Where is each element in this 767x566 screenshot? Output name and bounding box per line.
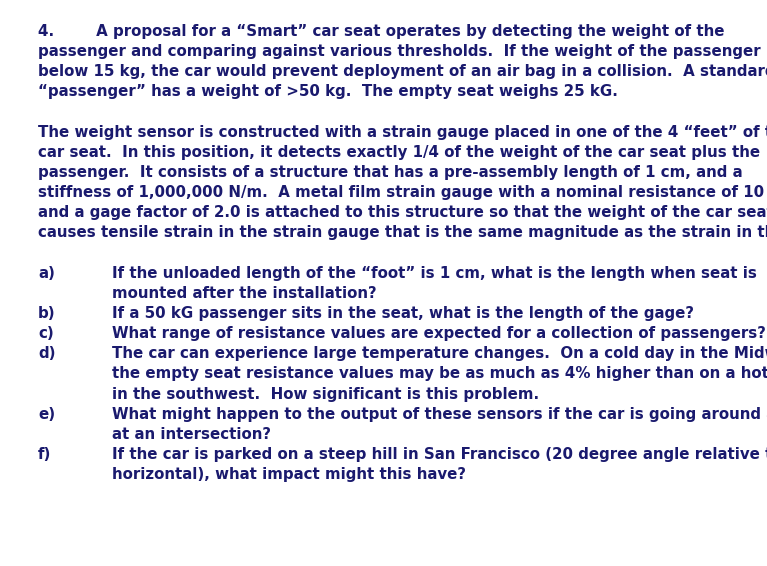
Text: below 15 kg, the car would prevent deployment of an air bag in a collision.  A s: below 15 kg, the car would prevent deplo… [38,65,767,79]
Text: e): e) [38,406,55,422]
Text: f): f) [38,447,51,462]
Text: a): a) [38,265,55,281]
Text: What might happen to the output of these sensors if the car is going around a tu: What might happen to the output of these… [112,406,767,422]
Text: and a gage factor of 2.0 is attached to this structure so that the weight of the: and a gage factor of 2.0 is attached to … [38,205,767,220]
Text: horizontal), what impact might this have?: horizontal), what impact might this have… [112,467,466,482]
Text: causes tensile strain in the strain gauge that is the same magnitude as the stra: causes tensile strain in the strain gaug… [38,225,767,241]
Text: 4.        A proposal for a “Smart” car seat operates by detecting the weight of : 4. A proposal for a “Smart” car seat ope… [38,24,725,39]
Text: b): b) [38,306,56,321]
Text: c): c) [38,326,54,341]
Text: the empty seat resistance values may be as much as 4% higher than on a hot day: the empty seat resistance values may be … [112,366,767,381]
Text: car seat.  In this position, it detects exactly 1/4 of the weight of the car sea: car seat. In this position, it detects e… [38,145,760,160]
Text: d): d) [38,346,55,361]
Text: at an intersection?: at an intersection? [112,427,271,442]
Text: “passenger” has a weight of >50 kg.  The empty seat weighs 25 kG.: “passenger” has a weight of >50 kg. The … [38,84,618,100]
Text: passenger and comparing against various thresholds.  If the weight of the passen: passenger and comparing against various … [38,44,767,59]
Text: mounted after the installation?: mounted after the installation? [112,286,377,301]
Text: If a 50 kG passenger sits in the seat, what is the length of the gage?: If a 50 kG passenger sits in the seat, w… [112,306,694,321]
Text: in the southwest.  How significant is this problem.: in the southwest. How significant is thi… [112,387,539,401]
Text: The weight sensor is constructed with a strain gauge placed in one of the 4 “fee: The weight sensor is constructed with a … [38,125,767,140]
Text: If the car is parked on a steep hill in San Francisco (20 degree angle relative : If the car is parked on a steep hill in … [112,447,767,462]
Text: If the unloaded length of the “foot” is 1 cm, what is the length when seat is: If the unloaded length of the “foot” is … [112,265,757,281]
Text: What range of resistance values are expected for a collection of passengers?: What range of resistance values are expe… [112,326,766,341]
Text: The car can experience large temperature changes.  On a cold day in the Midwest: The car can experience large temperature… [112,346,767,361]
Text: passenger.  It consists of a structure that has a pre-assembly length of 1 cm, a: passenger. It consists of a structure th… [38,165,742,180]
Text: stiffness of 1,000,000 N/m.  A metal film strain gauge with a nominal resistance: stiffness of 1,000,000 N/m. A metal film… [38,185,767,200]
